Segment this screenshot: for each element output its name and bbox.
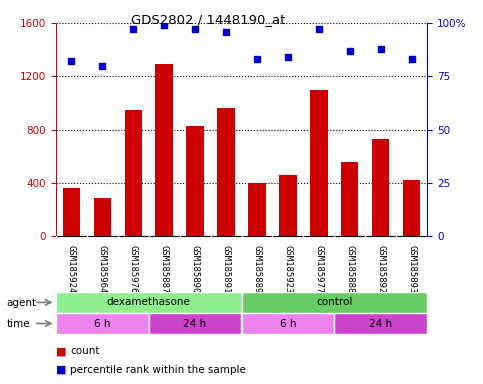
Text: agent: agent <box>6 298 36 308</box>
Text: GSM185890: GSM185890 <box>190 245 199 293</box>
Bar <box>56 292 242 313</box>
Text: GSM185888: GSM185888 <box>345 245 355 293</box>
Text: 24 h: 24 h <box>184 318 207 329</box>
Point <box>408 56 416 62</box>
Text: GSM185964: GSM185964 <box>98 245 107 293</box>
Bar <box>94 197 111 236</box>
Text: ■: ■ <box>56 365 66 375</box>
Point <box>284 54 292 60</box>
Point <box>191 26 199 33</box>
Text: GSM185892: GSM185892 <box>376 245 385 293</box>
Bar <box>156 65 172 236</box>
Bar <box>242 313 334 334</box>
Bar <box>186 126 203 236</box>
Text: GSM185924: GSM185924 <box>67 245 75 293</box>
Point <box>129 26 137 33</box>
Text: 6 h: 6 h <box>94 318 110 329</box>
Text: control: control <box>316 297 353 308</box>
Text: GSM185893: GSM185893 <box>408 245 416 293</box>
Bar <box>242 292 427 313</box>
Bar <box>62 188 80 236</box>
Text: ■: ■ <box>56 346 66 356</box>
Text: GSM185889: GSM185889 <box>253 245 261 293</box>
Point <box>160 22 168 28</box>
Bar <box>334 313 427 334</box>
Point <box>67 58 75 65</box>
Bar <box>403 180 421 236</box>
Point <box>222 28 230 35</box>
Point <box>253 56 261 62</box>
Bar <box>248 183 266 236</box>
Text: GSM185891: GSM185891 <box>222 245 230 293</box>
Bar <box>372 139 389 236</box>
Text: count: count <box>70 346 99 356</box>
Bar <box>217 108 235 236</box>
Text: GDS2802 / 1448190_at: GDS2802 / 1448190_at <box>130 13 285 26</box>
Point <box>377 46 385 52</box>
Text: 6 h: 6 h <box>280 318 296 329</box>
Point <box>346 48 354 54</box>
Text: 24 h: 24 h <box>369 318 393 329</box>
Bar <box>311 89 327 236</box>
Text: GSM185977: GSM185977 <box>314 245 324 293</box>
Bar <box>125 109 142 236</box>
Point <box>315 26 323 33</box>
Bar <box>149 313 242 334</box>
Text: percentile rank within the sample: percentile rank within the sample <box>70 365 246 375</box>
Bar <box>56 313 149 334</box>
Text: GSM185887: GSM185887 <box>159 245 169 293</box>
Point <box>98 63 106 69</box>
Text: time: time <box>6 319 30 329</box>
Bar <box>280 175 297 236</box>
Text: dexamethasone: dexamethasone <box>107 297 190 308</box>
Text: GSM185923: GSM185923 <box>284 245 293 293</box>
Text: GSM185976: GSM185976 <box>128 245 138 293</box>
Bar <box>341 162 358 236</box>
